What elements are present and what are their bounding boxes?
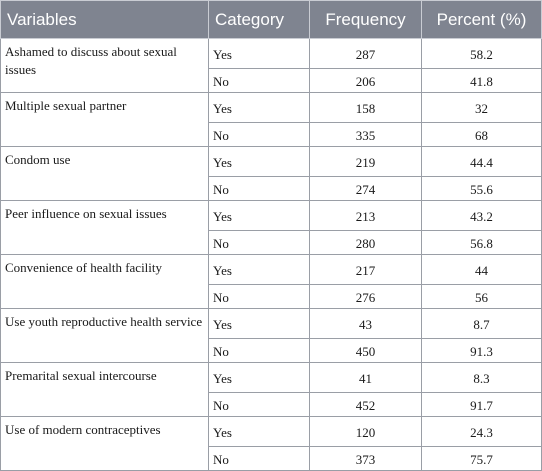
percent-cell: 56.8 (421, 230, 542, 255)
variable-cell: Ashamed to discuss about sexual issues (0, 38, 209, 93)
header-frequency: Frequency (309, 0, 422, 39)
percent-cell: 8.7 (421, 308, 542, 339)
frequency-cell: 41 (309, 362, 422, 393)
table-row: No 280 56.8 (1, 230, 542, 255)
table-row: No 450 91.3 (1, 338, 542, 363)
category-cell: Yes (208, 362, 310, 393)
frequency-cell: 206 (309, 68, 422, 93)
category-cell: No (208, 68, 310, 93)
category-cell: Yes (208, 308, 310, 339)
percent-cell: 56 (421, 284, 542, 309)
category-cell: Yes (208, 92, 310, 123)
frequency-cell: 219 (309, 146, 422, 177)
variable-cell: Use youth reproductive health service (0, 308, 209, 363)
table-row: Ashamed to discuss about sexual issues Y… (0, 38, 542, 93)
percent-cell: 91.7 (421, 392, 542, 417)
table-row: Use youth reproductive health service Ye… (0, 308, 542, 363)
category-cell: Yes (208, 200, 310, 231)
percent-cell: 8.3 (421, 362, 542, 393)
category-cell: Yes (208, 38, 310, 69)
percent-cell: 41.8 (421, 68, 542, 93)
table-row: Premarital sexual intercourse Yes 41 8.3 (0, 362, 542, 417)
percent-cell: 68 (421, 122, 542, 147)
percent-cell: 44.4 (421, 146, 542, 177)
table-row: No 276 56 (1, 284, 542, 309)
variable-cell: Multiple sexual partner (0, 92, 209, 147)
percent-cell: 32 (421, 92, 542, 123)
category-cell: No (208, 176, 310, 201)
frequency-cell: 276 (309, 284, 422, 309)
category-cell: Yes (208, 416, 310, 447)
table-row: No 452 91.7 (1, 392, 542, 417)
table-row: No 335 68 (1, 122, 542, 147)
header-variables: Variables (0, 0, 209, 39)
variable-cell: Peer influence on sexual issues (0, 200, 209, 255)
percent-cell: 58.2 (421, 38, 542, 69)
variable-cell: Premarital sexual intercourse (0, 362, 209, 417)
category-cell: No (208, 392, 310, 417)
variable-cell: Convenience of health facility (0, 254, 209, 309)
category-cell: No (208, 230, 310, 255)
percent-cell: 44 (421, 254, 542, 285)
frequency-cell: 120 (309, 416, 422, 447)
header-category: Category (208, 0, 310, 39)
frequency-cell: 213 (309, 200, 422, 231)
variable-cell: Condom use (0, 146, 209, 201)
category-cell: No (208, 338, 310, 363)
header-percent: Percent (%) (421, 0, 542, 39)
category-cell: Yes (208, 146, 310, 177)
frequency-cell: 217 (309, 254, 422, 285)
table-row: Condom use Yes 219 44.4 (0, 146, 542, 201)
table-row: Use of modern contraceptives Yes 120 24.… (0, 416, 542, 471)
percent-cell: 91.3 (421, 338, 542, 363)
header-row: Variables Category Frequency Percent (%) (0, 0, 542, 39)
percent-cell: 75.7 (421, 446, 542, 471)
frequency-cell: 280 (309, 230, 422, 255)
frequency-cell: 335 (309, 122, 422, 147)
frequency-cell: 158 (309, 92, 422, 123)
table-row: Peer influence on sexual issues Yes 213 … (0, 200, 542, 255)
frequency-cell: 373 (309, 446, 422, 471)
frequency-cell: 450 (309, 338, 422, 363)
percent-cell: 43.2 (421, 200, 542, 231)
category-cell: No (208, 446, 310, 471)
category-cell: No (208, 284, 310, 309)
table-row: Convenience of health facility Yes 217 4… (0, 254, 542, 309)
variable-cell: Use of modern contraceptives (0, 416, 209, 471)
frequency-cell: 287 (309, 38, 422, 69)
table-row: No 274 55.6 (1, 176, 542, 201)
category-cell: Yes (208, 254, 310, 285)
percent-cell: 55.6 (421, 176, 542, 201)
frequency-cell: 452 (309, 392, 422, 417)
frequency-cell: 43 (309, 308, 422, 339)
percent-cell: 24.3 (421, 416, 542, 447)
table-row: No 206 41.8 (1, 68, 542, 93)
table-row: Multiple sexual partner Yes 158 32 (0, 92, 542, 147)
category-cell: No (208, 122, 310, 147)
frequency-cell: 274 (309, 176, 422, 201)
